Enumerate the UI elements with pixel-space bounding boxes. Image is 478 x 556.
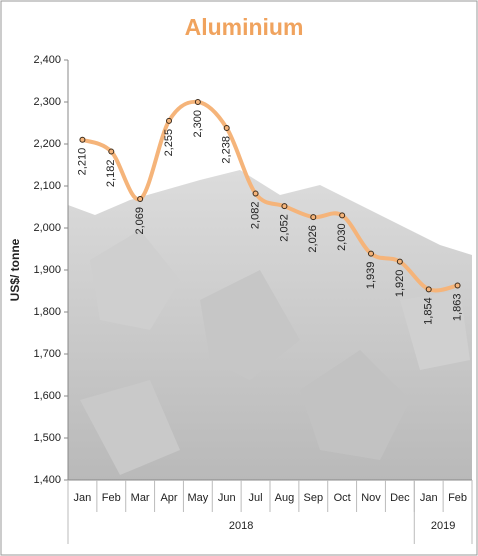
data-point: [339, 212, 346, 219]
data-point: [252, 190, 259, 197]
data-label: 2,069: [134, 207, 146, 235]
x-group-label: 2018: [229, 520, 253, 532]
chart-title: Aluminium: [185, 14, 304, 40]
y-tick-label: 2,000: [33, 222, 61, 234]
data-label: 2,026: [307, 225, 319, 253]
x-tick-label: Jun: [218, 492, 236, 504]
x-tick-label: Jul: [249, 492, 263, 504]
data-point: [166, 117, 172, 124]
data-point: [194, 99, 201, 105]
data-point: [281, 203, 288, 210]
background-rock: [90, 230, 180, 330]
x-tick-label: Aug: [275, 492, 295, 504]
data-point: [310, 214, 317, 221]
y-tick-label: 1,600: [33, 390, 61, 402]
x-tick-label: Feb: [102, 492, 121, 504]
y-tick-label: 2,100: [33, 180, 61, 192]
y-tick-label: 1,700: [33, 348, 61, 360]
x-tick-label: Jan: [420, 492, 438, 504]
background-rock: [300, 350, 410, 460]
data-point: [454, 282, 461, 289]
data-label: 2,210: [76, 148, 88, 176]
data-point: [137, 196, 144, 203]
data-label: 2,238: [221, 136, 233, 164]
y-tick-label: 2,200: [33, 138, 61, 150]
background-rock: [200, 270, 300, 380]
data-label: 1,920: [394, 270, 406, 298]
y-tick-label: 2,300: [33, 96, 61, 108]
x-tick-label: Mar: [131, 492, 150, 504]
y-tick-label: 1,500: [33, 432, 61, 444]
data-point: [223, 125, 230, 132]
data-label: 2,052: [278, 214, 290, 242]
x-tick-label: Nov: [361, 492, 381, 504]
x-tick-label: Sep: [303, 492, 323, 504]
y-axis-label: US$/ tonne: [8, 238, 22, 301]
data-point: [425, 286, 432, 293]
y-tick-label: 2,400: [33, 54, 61, 66]
data-point: [396, 258, 403, 265]
background-rock: [80, 380, 180, 475]
x-tick-label: Jan: [74, 492, 92, 504]
x-tick-label: Apr: [160, 492, 177, 504]
x-tick-label: Oct: [334, 492, 351, 504]
x-tick-label: May: [187, 492, 208, 504]
y-tick-label: 1,400: [33, 474, 61, 486]
y-tick-label: 1,900: [33, 264, 61, 276]
data-label: 1,939: [365, 262, 377, 290]
data-label: 1,854: [423, 297, 435, 325]
x-group-label: 2019: [431, 520, 455, 532]
data-label: 2,082: [249, 202, 261, 230]
y-tick-label: 1,800: [33, 306, 61, 318]
data-label: 2,300: [192, 110, 204, 138]
data-label: 2,182: [105, 160, 117, 188]
data-label: 1,863: [451, 294, 463, 322]
data-label: 2,030: [336, 223, 348, 251]
data-point: [108, 148, 115, 155]
x-tick-label: Dec: [390, 492, 410, 504]
x-tick-label: Feb: [448, 492, 467, 504]
data-point: [79, 136, 86, 143]
data-point: [368, 250, 374, 257]
background-rock: [400, 290, 470, 370]
data-label: 2,255: [163, 129, 175, 157]
